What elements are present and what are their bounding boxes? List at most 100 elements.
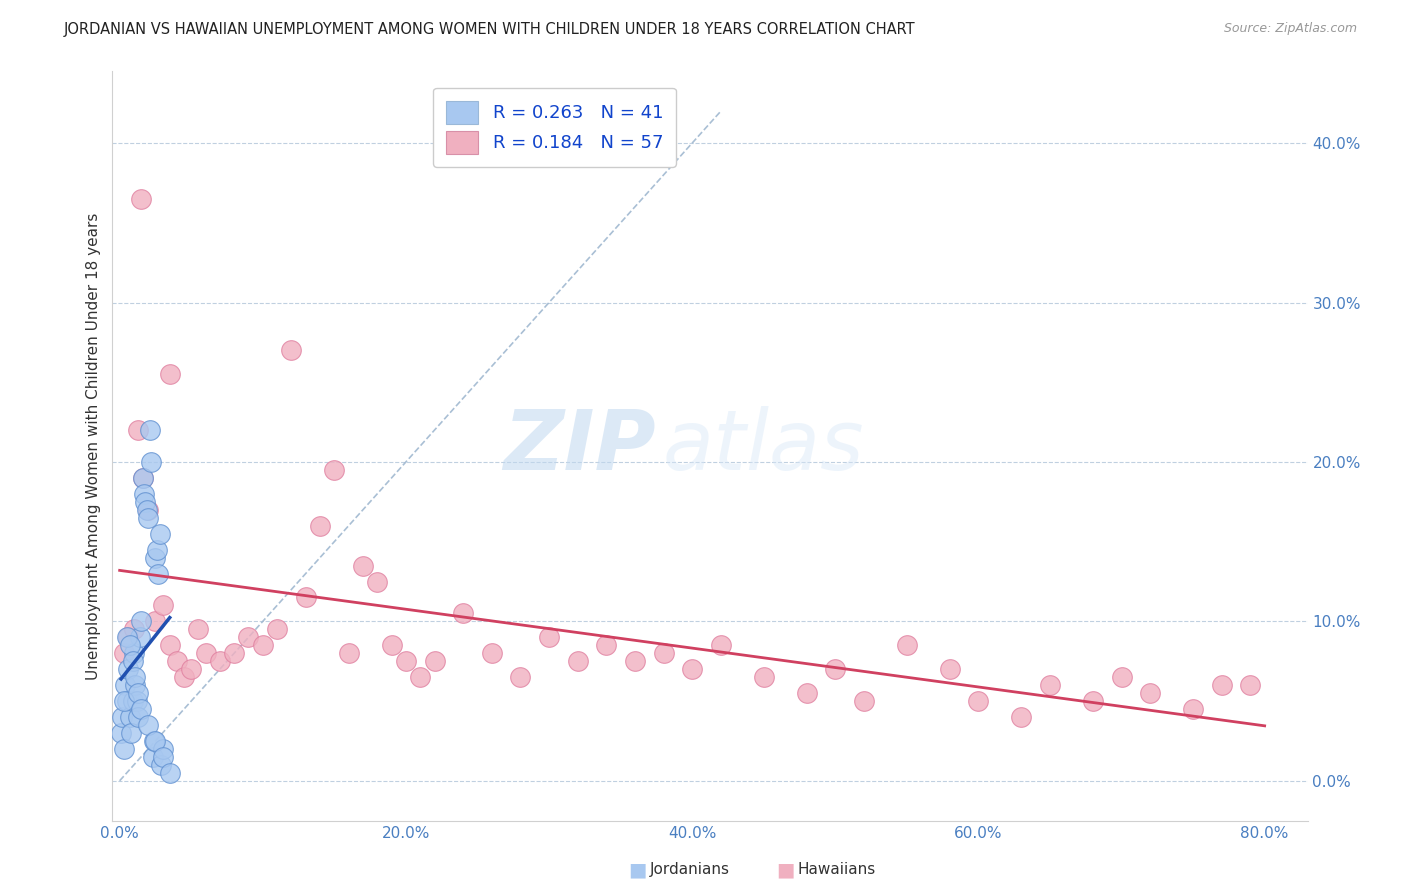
- Point: [120, 726, 142, 740]
- Point: [114, 678, 136, 692]
- Point: [187, 623, 209, 637]
- Point: [595, 638, 617, 652]
- Point: [752, 670, 775, 684]
- Text: Hawaiians: Hawaiians: [797, 863, 876, 877]
- Point: [145, 615, 167, 629]
- Point: [266, 623, 288, 637]
- Point: [152, 599, 174, 613]
- Point: [138, 423, 160, 437]
- Point: [481, 646, 503, 660]
- Point: [152, 742, 174, 756]
- Point: [1111, 670, 1133, 684]
- Point: [129, 702, 152, 716]
- Point: [194, 646, 217, 660]
- Point: [652, 646, 675, 660]
- Point: [118, 710, 141, 724]
- Point: [136, 502, 159, 516]
- Point: [159, 368, 181, 382]
- Point: [143, 734, 166, 748]
- Point: [173, 670, 195, 684]
- Point: [1039, 678, 1062, 692]
- Point: [451, 607, 474, 621]
- Point: [352, 558, 374, 573]
- Point: [124, 678, 146, 692]
- Point: [294, 591, 316, 605]
- Point: [131, 471, 153, 485]
- Point: [135, 502, 157, 516]
- Point: [117, 630, 139, 644]
- Point: [149, 526, 172, 541]
- Text: ■: ■: [776, 860, 794, 880]
- Legend: R = 0.263   N = 41, R = 0.184   N = 57: R = 0.263 N = 41, R = 0.184 N = 57: [433, 88, 676, 167]
- Point: [146, 542, 169, 557]
- Point: [710, 638, 733, 652]
- Point: [159, 765, 181, 780]
- Point: [309, 518, 332, 533]
- Point: [136, 718, 159, 732]
- Point: [967, 694, 990, 708]
- Point: [150, 757, 173, 772]
- Point: [1081, 694, 1104, 708]
- Point: [127, 686, 149, 700]
- Point: [337, 646, 360, 660]
- Point: [142, 750, 165, 764]
- Point: [824, 662, 846, 676]
- Point: [567, 654, 589, 668]
- Point: [129, 615, 152, 629]
- Point: [537, 630, 560, 644]
- Point: [152, 750, 174, 764]
- Point: [121, 694, 143, 708]
- Point: [139, 455, 162, 469]
- Point: [129, 192, 152, 206]
- Text: ■: ■: [628, 860, 647, 880]
- Point: [208, 654, 231, 668]
- Point: [145, 550, 167, 565]
- Point: [112, 646, 135, 660]
- Point: [128, 630, 150, 644]
- Text: atlas: atlas: [662, 406, 863, 486]
- Point: [134, 495, 156, 509]
- Point: [1211, 678, 1233, 692]
- Point: [166, 654, 188, 668]
- Point: [127, 710, 149, 724]
- Point: [131, 471, 153, 485]
- Point: [132, 487, 155, 501]
- Point: [1239, 678, 1261, 692]
- Point: [125, 694, 148, 708]
- Point: [509, 670, 531, 684]
- Point: [122, 646, 145, 660]
- Point: [939, 662, 962, 676]
- Point: [127, 423, 149, 437]
- Point: [852, 694, 875, 708]
- Point: [159, 638, 181, 652]
- Text: Jordanians: Jordanians: [650, 863, 730, 877]
- Point: [180, 662, 202, 676]
- Point: [112, 742, 135, 756]
- Point: [118, 638, 141, 652]
- Text: Source: ZipAtlas.com: Source: ZipAtlas.com: [1223, 22, 1357, 36]
- Text: JORDANIAN VS HAWAIIAN UNEMPLOYMENT AMONG WOMEN WITH CHILDREN UNDER 18 YEARS CORR: JORDANIAN VS HAWAIIAN UNEMPLOYMENT AMONG…: [63, 22, 915, 37]
- Point: [238, 630, 260, 644]
- Point: [381, 638, 404, 652]
- Point: [224, 646, 246, 660]
- Point: [121, 654, 143, 668]
- Point: [280, 343, 302, 358]
- Point: [117, 662, 139, 676]
- Point: [896, 638, 918, 652]
- Point: [409, 670, 432, 684]
- Y-axis label: Unemployment Among Women with Children Under 18 years: Unemployment Among Women with Children U…: [86, 212, 101, 680]
- Point: [136, 510, 159, 524]
- Point: [252, 638, 274, 652]
- Point: [115, 630, 138, 644]
- Point: [110, 726, 132, 740]
- Point: [366, 574, 388, 589]
- Point: [395, 654, 418, 668]
- Point: [323, 463, 346, 477]
- Point: [624, 654, 647, 668]
- Point: [796, 686, 818, 700]
- Point: [112, 694, 135, 708]
- Text: ZIP: ZIP: [503, 406, 657, 486]
- Point: [1139, 686, 1161, 700]
- Point: [115, 694, 138, 708]
- Point: [148, 566, 170, 581]
